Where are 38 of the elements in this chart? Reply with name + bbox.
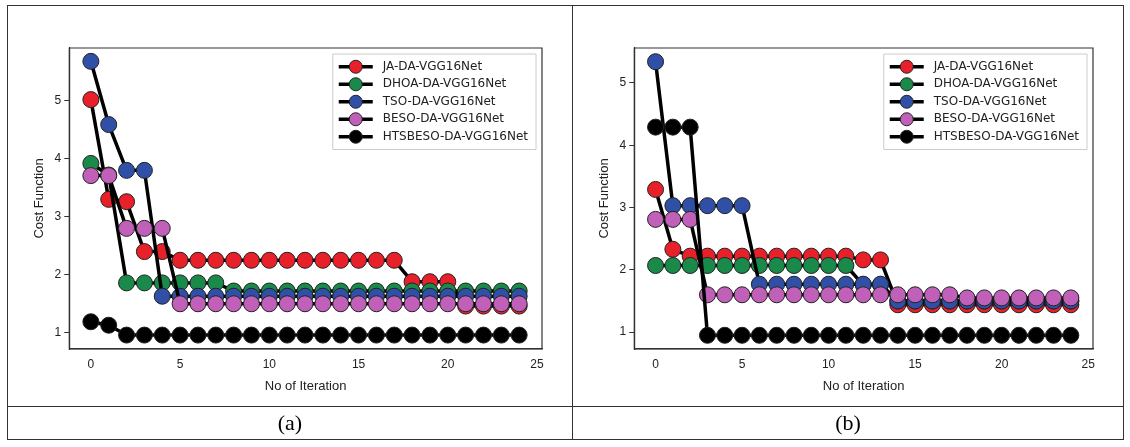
legend-label: DHOA-DA-VGG16Net [933,76,1058,91]
x-tick-label: 20 [994,356,1009,371]
text: (a) [7,406,573,440]
x-axis-title: No of Iteration [822,377,905,393]
y-tick-label: 2 [54,267,62,282]
legend-label: JA-DA-VGG16Net [932,58,1034,73]
x-tick-label: 0 [87,356,95,371]
y-axis-title: Cost Function [596,158,612,239]
legend-label: HTSBESO-DA-VGG16Net [382,128,529,143]
x-tick-label: 20 [441,356,455,371]
y-tick-label: 4 [54,151,62,166]
y-tick-label: 5 [54,93,62,108]
x-tick-label: 5 [176,356,184,371]
legend-label: TSO-DA-VGG16Net [932,93,1047,108]
x-tick-label: 10 [262,356,277,371]
x-tick-label: 15 [351,356,366,371]
y-tick-label: 3 [619,199,627,214]
legend-label: BESO-DA-VGG16Net [382,111,505,126]
y-tick-label: 2 [619,262,627,277]
legend-label: BESO-DA-VGG16Net [933,111,1056,126]
y-axis-title: Cost Function [31,158,47,239]
x-tick-label: 10 [821,356,836,371]
legend-label: TSO-DA-VGG16Net [381,93,496,108]
y-tick-label: 4 [619,137,627,152]
x-tick-label: 25 [1081,356,1096,371]
y-tick-label: 1 [619,324,627,339]
y-tick-label: 1 [54,325,62,340]
legend-label: JA-DA-VGG16Net [381,58,483,73]
y-tick-label: 5 [619,75,627,90]
x-axis-title: No of Iteration [264,377,347,393]
legend-label: DHOA-DA-VGG16Net [382,76,507,91]
x-tick-label: 0 [652,356,660,371]
x-tick-label: 15 [908,356,923,371]
legend-label: HTSBESO-DA-VGG16Net [933,128,1080,143]
x-tick-label: 5 [738,356,746,371]
y-tick-label: 3 [54,209,62,224]
text: (b) [572,406,1124,440]
x-tick-label: 25 [530,356,544,371]
